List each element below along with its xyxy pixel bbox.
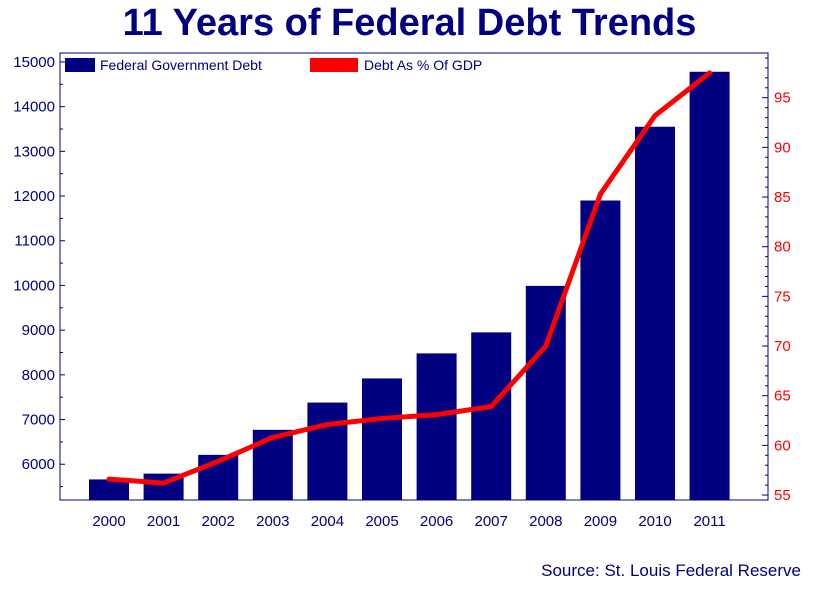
right-tick-label: 55 [774,487,791,504]
x-tick-label: 2011 [693,513,725,530]
right-tick-label: 65 [774,388,791,405]
right-tick-label: 60 [774,437,791,454]
right-tick-label: 95 [774,90,791,107]
series-line-debt-pct-gdp [106,70,713,486]
right-tick-label: 90 [774,139,791,156]
bar-2010 [635,126,675,500]
x-tick-label: 2005 [365,513,398,530]
legend-label-debt-pct-gdp: Debt As % Of GDP [364,57,482,73]
right-tick-label: 70 [774,338,791,355]
x-tick-label: 2009 [584,513,617,530]
left-tick-label: 6000 [22,456,55,473]
right-tick-label: 85 [774,189,791,206]
left-tick-label: 13000 [13,143,55,160]
chart-title: 11 Years of Federal Debt Trends [122,2,697,44]
x-tick-label: 2002 [202,513,235,530]
bar-2006 [416,353,457,500]
bar-2007 [471,332,512,500]
x-tick-label: 2004 [311,513,344,530]
right-tick-label: 75 [774,288,791,305]
x-tick-label: 2006 [420,513,453,530]
left-tick-label: 11000 [14,233,55,250]
x-tick-label: 2001 [147,513,180,530]
bar-2003 [252,429,293,500]
legend-label-federal-debt: Federal Government Debt [100,57,262,73]
left-tick-label: 12000 [13,188,55,205]
x-tick-label: 2010 [638,513,671,530]
bar-2009 [580,200,621,500]
axes-layer: 6000 7000 8000 9000 10000 11000 12000 13000 1400… [13,52,791,530]
legend-swatch-federal-debt [65,58,95,72]
x-tick-label: 2000 [92,513,125,530]
x-tick-label: 2003 [256,513,289,530]
bar-2000 [89,479,129,500]
right-tick-label: 80 [774,239,791,256]
bar-2004 [307,402,348,500]
source-note: Source: St. Louis Federal Reserve [541,561,801,580]
left-tick-label: 8000 [22,367,55,384]
bar-2008 [525,285,566,500]
left-tick-label: 10000 [13,277,55,294]
bars-layer [89,71,730,501]
bar-2011 [689,71,730,501]
legend: Federal Government Debt Debt As % Of GDP [65,57,482,73]
x-tick-label: 2007 [475,513,508,530]
line-layer [106,70,713,486]
left-tick-label: 15000 [13,54,55,71]
legend-swatch-debt-pct-gdp [310,58,358,72]
left-tick-label: 9000 [22,322,55,339]
left-tick-label: 7000 [22,412,55,429]
bar-2005 [362,378,402,500]
x-tick-label: 2008 [529,513,562,530]
left-tick-label: 14000 [13,99,55,116]
